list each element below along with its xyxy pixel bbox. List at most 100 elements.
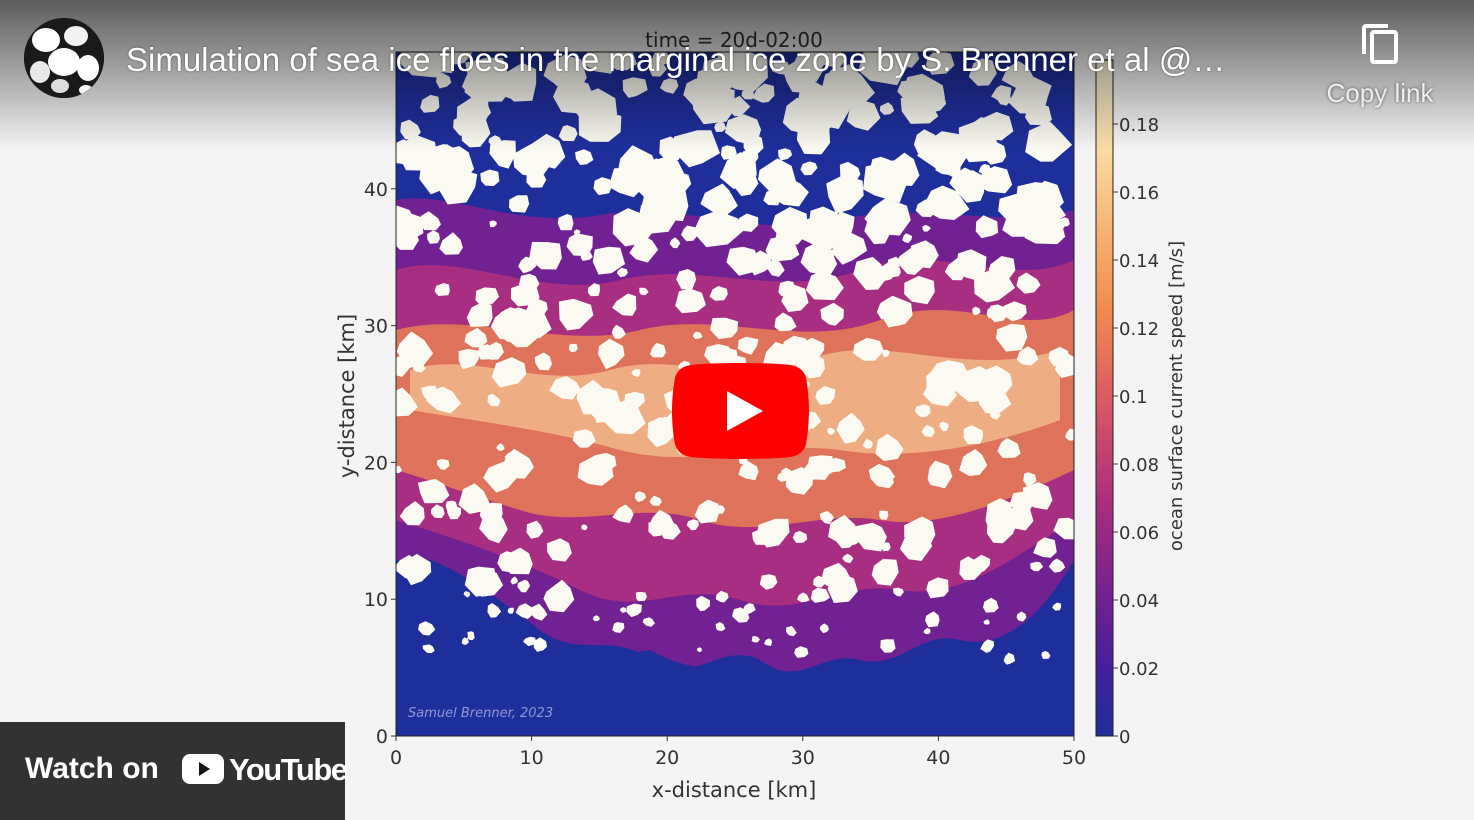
ice-floe [510, 576, 518, 585]
ice-floe [396, 387, 418, 417]
ice-floe [972, 306, 981, 316]
ice-floe [805, 271, 844, 301]
ice-floe [995, 326, 1016, 347]
ice-floe [517, 579, 531, 593]
ice-floe [445, 500, 458, 512]
ice-floe [1016, 611, 1027, 622]
channel-avatar[interactable] [24, 18, 104, 98]
ice-floe [642, 617, 655, 627]
y-tick-label: 10 [364, 589, 388, 611]
ice-floe [1016, 346, 1039, 366]
ice-floe [475, 287, 500, 307]
colorbar-tick-label: 0.14 [1119, 251, 1159, 272]
ice-floe [871, 558, 899, 586]
ice-floe [676, 269, 697, 290]
ice-floe [558, 298, 594, 331]
ice-floe [855, 522, 887, 552]
ice-floe [839, 161, 861, 186]
ice-floe [484, 514, 503, 532]
ice-floe [526, 298, 548, 319]
ice-floe [879, 260, 897, 281]
ice-floe [834, 524, 860, 549]
ice-floe [709, 286, 728, 301]
ice-floe [983, 619, 990, 625]
ice-floe [624, 391, 645, 408]
ice-floe [997, 437, 1021, 458]
ice-floe [926, 577, 949, 599]
ice-floe [915, 404, 931, 418]
ice-floe [616, 267, 628, 278]
ice-floe [880, 639, 896, 653]
ice-floe [1048, 558, 1066, 573]
ice-floe [752, 528, 772, 545]
colorbar-tick-label: 0.1 [1119, 387, 1148, 408]
ice-floe [693, 210, 746, 248]
ice-floe [611, 324, 626, 339]
ice-floe [815, 386, 836, 405]
ice-floe [1002, 301, 1027, 322]
ice-floe [979, 166, 1013, 194]
ice-floe [634, 491, 647, 503]
ice-floe [396, 465, 403, 474]
ice-floe [737, 336, 759, 355]
colorbar-tick-label: 0.16 [1119, 183, 1159, 204]
ice-floe [427, 230, 440, 244]
ice-floe [899, 529, 933, 561]
ice-floe [515, 603, 533, 619]
ice-floe [612, 504, 634, 523]
ice-floe [853, 337, 884, 361]
ice-floe [927, 252, 936, 259]
watch-on-youtube-button[interactable]: Watch on YouTube [0, 722, 348, 820]
ice-floe [399, 501, 425, 526]
ice-floe [767, 259, 785, 277]
ice-floe [975, 215, 999, 239]
ice-floe [1033, 537, 1057, 558]
ice-floe [780, 335, 813, 364]
ice-floe [681, 225, 697, 242]
ice-floe [518, 256, 537, 274]
youtube-logo-icon [182, 754, 224, 784]
ice-floe [870, 156, 891, 175]
ice-floe [1041, 651, 1051, 659]
ice-floe [763, 189, 781, 206]
ice-floe [547, 538, 572, 562]
ice-floe [464, 566, 497, 597]
ice-floe [827, 427, 836, 435]
ice-floe [581, 524, 588, 531]
ice-floe [497, 551, 522, 573]
ice-floe [764, 638, 772, 646]
video-title[interactable]: Simulation of sea ice floes in the margi… [126, 41, 1226, 78]
ice-floe [519, 273, 540, 291]
copy-link-button[interactable]: Copy link [1316, 18, 1444, 118]
ice-floe [921, 185, 970, 220]
colorbar-tick-label: 0.18 [1119, 115, 1159, 136]
ice-floe [502, 328, 519, 343]
watermark-text: Samuel Brenner, 2023 [408, 706, 553, 721]
ice-floe [575, 149, 594, 165]
ice-floe [980, 639, 994, 653]
ice-floe [628, 219, 641, 232]
ice-floe [573, 229, 581, 236]
ice-floe [632, 158, 681, 200]
colorbar [1095, 59, 1114, 737]
ice-floe [526, 520, 544, 539]
channel-avatar-icon [24, 18, 104, 98]
ice-floe [572, 429, 596, 448]
ice-floe [751, 636, 760, 643]
ice-floe [710, 317, 739, 340]
ice-floe [696, 647, 702, 652]
y-tick-label: 40 [364, 179, 388, 201]
ice-floe [620, 607, 627, 613]
ice-floe [714, 505, 726, 514]
ice-floe [874, 470, 894, 489]
watch-on-label: Watch on [25, 752, 159, 785]
ice-floe [458, 483, 491, 514]
ice-floe [896, 246, 928, 275]
play-button[interactable] [672, 363, 809, 459]
ice-floe [568, 343, 578, 353]
ice-floe [577, 454, 614, 486]
ice-floe [959, 556, 984, 580]
ice-floe [593, 177, 612, 196]
colorbar-tick-label: 0.12 [1119, 319, 1159, 340]
